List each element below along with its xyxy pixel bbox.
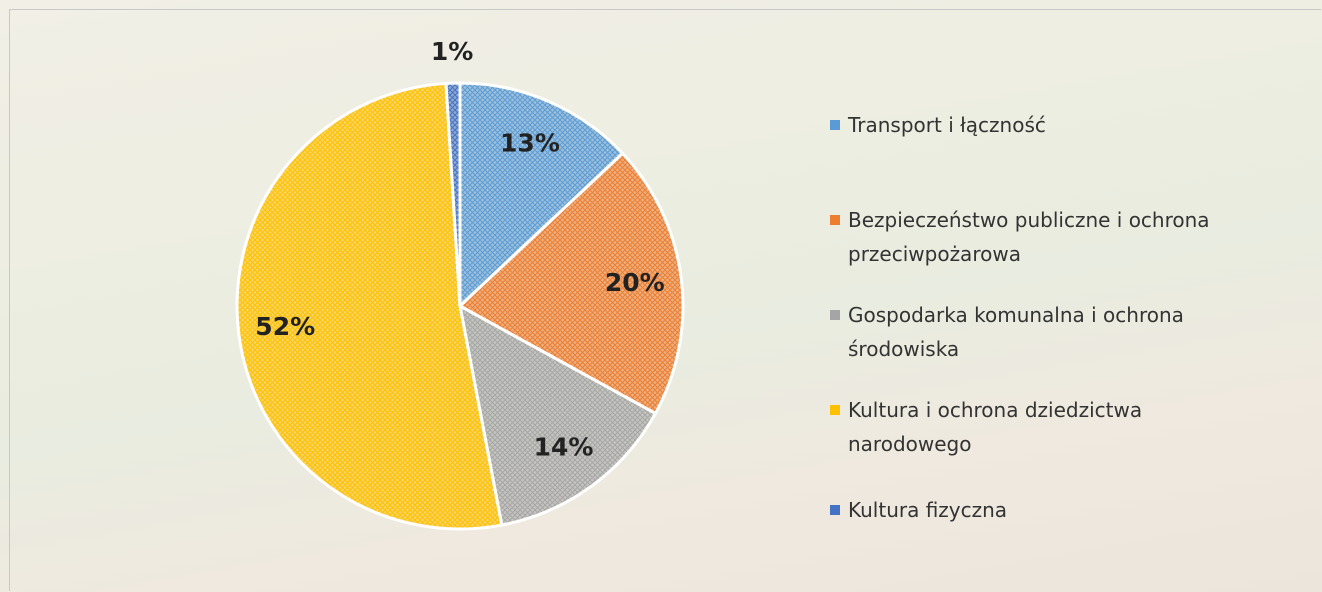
legend-label: Kultura i ochrona dziedzictwa narodowego [848, 393, 1248, 461]
legend-item: Kultura fizyczna [830, 493, 1290, 527]
legend-label: Transport i łączność [848, 108, 1248, 142]
legend-label: Gospodarka komunalna i ochrona środowisk… [848, 298, 1248, 366]
data-label: 20% [605, 268, 665, 297]
page: 13% 20% 14% 52% 1% Transport i łączność Bezpi… [0, 0, 1322, 592]
legend-label: Bezpieczeństwo publiczne i ochrona przec… [848, 203, 1248, 271]
legend-swatch [830, 505, 840, 515]
data-label: 1% [431, 37, 473, 66]
legend-swatch [830, 215, 840, 225]
legend-item: Bezpieczeństwo publiczne i ochrona przec… [830, 203, 1290, 271]
legend-label: Kultura fizyczna [848, 493, 1248, 527]
legend-swatch [830, 120, 840, 130]
data-label: 52% [255, 312, 315, 341]
legend-swatch [830, 310, 840, 320]
legend-item: Gospodarka komunalna i ochrona środowisk… [830, 298, 1290, 366]
data-label: 13% [500, 128, 560, 157]
data-label: 14% [534, 433, 594, 462]
chart: 13% 20% 14% 52% 1% [0, 0, 820, 592]
legend-swatch [830, 405, 840, 415]
legend-item: Kultura i ochrona dziedzictwa narodowego [830, 393, 1290, 461]
legend-item: Transport i łączność [830, 108, 1290, 142]
